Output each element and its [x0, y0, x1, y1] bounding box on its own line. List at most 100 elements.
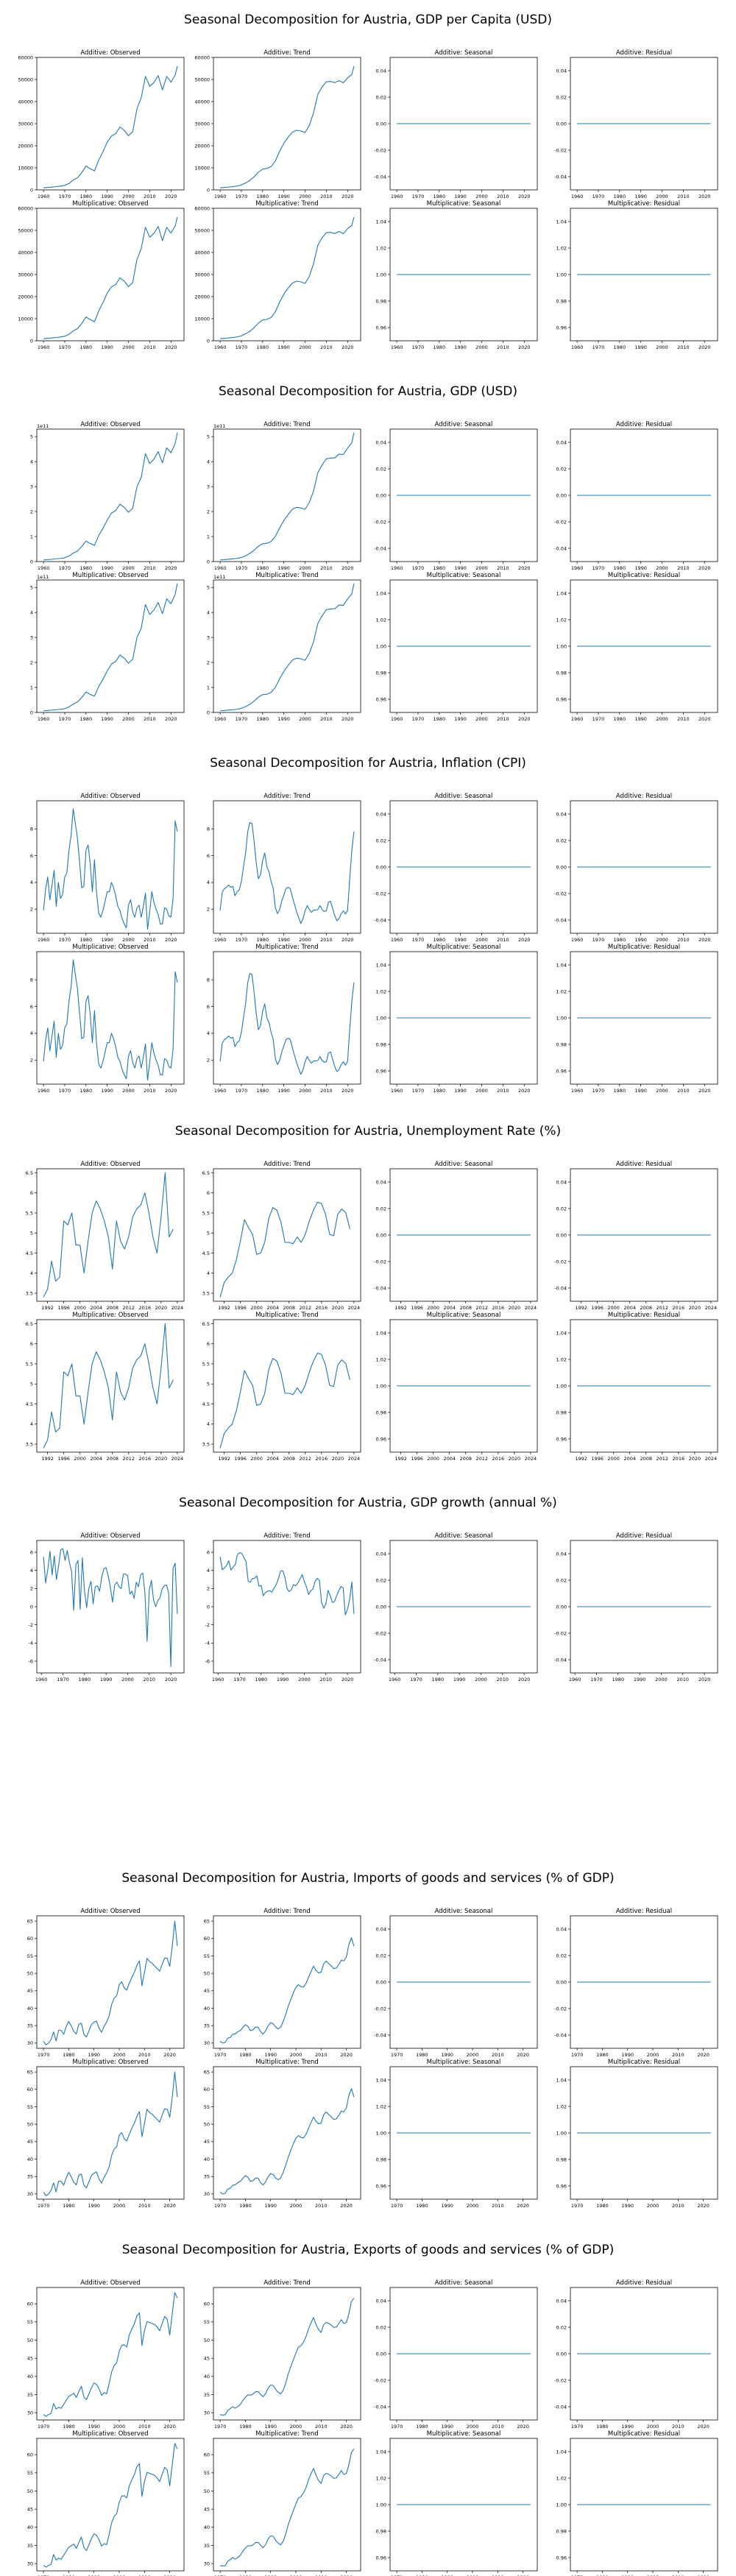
chart-5-panel-1-frame — [213, 1915, 361, 2049]
chart-3-panel-2-ytick-label: -0.02 — [374, 1259, 386, 1264]
chart-3-panel-2-xtick-label: 2020 — [509, 1305, 521, 1311]
chart-1-panel-1-ytick-label: 3 — [207, 484, 210, 489]
chart-4-panel-2-xtick-label: 2000 — [475, 1677, 487, 1682]
chart-0-panel-4-ytick-label: 10000 — [18, 316, 33, 322]
chart-1-panel-4-ytick-label: 0 — [30, 710, 33, 715]
chart-3-panel-1-title: Additive: Trend — [263, 1161, 311, 1168]
chart-0-panel-4-xtick-label: 1980 — [80, 344, 93, 350]
chart-1-panel-3: Additive: Residual 1960 1970 1980 1990 2000 20… — [554, 421, 718, 571]
chart-6-panel-4-xtick-label: 2000 — [113, 2575, 126, 2576]
chart-5-panel-7-xtick-label: 2000 — [647, 2203, 659, 2209]
chart-3-panel-0-xtick-label: 2012 — [123, 1305, 135, 1311]
chart-5-panel-6-xtick-label: 1970 — [391, 2203, 403, 2209]
chart-5-panel-7-xtick-label: 2010 — [672, 2203, 684, 2209]
chart-1-panel-4-xtick-label: 2020 — [165, 716, 177, 722]
chart-0-panel-2-ytick-label: -0.04 — [374, 174, 386, 180]
chart-2-panel-1-ytick-label: 4 — [207, 880, 210, 885]
chart-3-panel-3-title: Additive: Residual — [616, 1161, 672, 1168]
chart-1-panel-0-xtick-label: 2010 — [144, 565, 156, 571]
chart-5-panel-4-xtick-label: 1970 — [38, 2203, 50, 2209]
chart-0-panel-2-ytick-label: 0.00 — [376, 121, 386, 127]
chart-2-panel-0-series-line — [43, 808, 178, 930]
chart-5-panel-2-xtick-label: 2000 — [467, 2052, 479, 2058]
chart-3-panel-6-xtick-label: 2000 — [427, 1456, 439, 1462]
chart-1-panel-7-xtick-label: 1980 — [614, 716, 626, 722]
chart-5-panel-6: Multiplicative: Seasonal 1970 1980 1990 2000… — [376, 2059, 538, 2209]
chart-6-panel-4-ytick-label: 50 — [27, 2488, 33, 2494]
chart-0-panel-0-xtick-label: 2020 — [165, 194, 177, 199]
chart-4-panel-3-ytick-label: 0.04 — [556, 1551, 567, 1557]
chart-1-panel-1-xtick-label: 1980 — [257, 565, 269, 571]
chart-0-panel-6-xtick-label: 1990 — [454, 344, 467, 350]
chart-3-panel-0-title: Additive: Observed — [80, 1161, 140, 1168]
chart-1-panel-2: Additive: Seasonal 1960 1970 1980 1990 2000 20… — [374, 421, 538, 571]
chart-2-panel-3-xtick-label: 2020 — [698, 937, 711, 943]
chart-0-panel-3: Additive: Residual 1960 1970 1980 1990 2000 20… — [554, 49, 718, 199]
chart-5-panel-0-ytick-label: 65 — [27, 1918, 33, 1924]
chart-3-panel-1-xtick-label: 1992 — [218, 1305, 230, 1311]
chart-2-panel-1-series-line — [219, 822, 355, 924]
chart-6-panel-4-xtick-label: 1990 — [88, 2575, 100, 2576]
chart-5-panel-5-ytick-label: 40 — [204, 2156, 210, 2162]
chart-0: Seasonal Decomposition for Austria, GDP … — [18, 13, 718, 350]
chart-6-panel-2: Additive: Seasonal 1970 1980 1990 2000 2010 20… — [374, 2279, 538, 2430]
chart-4-panel-3-ytick-label: -0.02 — [554, 1630, 567, 1636]
chart-1-panel-0-title: Additive: Observed — [80, 421, 140, 428]
chart-5-panel-5-xtick-label: 2000 — [290, 2203, 302, 2209]
chart-6-panel-5-ytick-label: 45 — [204, 2506, 210, 2512]
chart-2-panel-1-xtick-label: 1960 — [214, 937, 227, 943]
chart-0-panel-2-xtick-label: 2000 — [475, 194, 488, 199]
chart-3-panel-2-xtick-label: 2008 — [459, 1305, 472, 1311]
chart-4-panel-0-xtick-label: 2010 — [144, 1677, 156, 1682]
chart-1-panel-6-xtick-label: 1980 — [434, 716, 446, 722]
chart-1-panel-0-ytick-label: 0 — [30, 559, 33, 565]
chart-4-panel-3-xtick-label: 2000 — [655, 1677, 668, 1682]
chart-2-panel-5-xtick-label: 2000 — [299, 1088, 311, 1094]
chart-2-panel-4-xtick-label: 1980 — [80, 1088, 93, 1094]
chart-6-panel-3-xtick-label: 2020 — [697, 2424, 710, 2430]
chart-2-panel-2-xtick-label: 2010 — [497, 937, 509, 943]
chart-6-panel-5-ytick-label: 50 — [204, 2488, 210, 2494]
chart-3-panel-5-frame — [213, 1319, 361, 1453]
chart-1-panel-6-ytick-label: 0.96 — [376, 696, 386, 702]
chart-5-panel-4-ytick-label: 50 — [27, 2121, 33, 2127]
chart-2-panel-3-xtick-label: 1960 — [571, 937, 584, 943]
chart-4-panel-1-ytick-label: -4 — [205, 1641, 210, 1646]
chart-1-panel-0-xtick-label: 2000 — [122, 565, 135, 571]
chart-0-panel-0-title: Additive: Observed — [80, 49, 140, 57]
chart-3-panel-7-xtick-label: 2008 — [640, 1456, 652, 1462]
chart-6-panel-2-xtick-label: 1980 — [416, 2424, 428, 2430]
chart-0-panel-0-xtick-label: 1980 — [80, 194, 93, 199]
chart-5-panel-0-ytick-label: 55 — [27, 1953, 33, 1959]
chart-6-panel-7-xtick-label: 2020 — [697, 2575, 710, 2576]
chart-1-panel-3-ytick-label: -0.02 — [554, 519, 567, 525]
chart-3-panel-3: Additive: Residual 1992 1996 2000 2004 2008 20… — [554, 1161, 718, 1311]
chart-3-panel-5-xtick-label: 1992 — [218, 1456, 230, 1462]
chart-2-panel-7-ytick-label: 0.98 — [556, 1041, 567, 1047]
chart-0-panel-3-xtick-label: 1970 — [592, 194, 605, 199]
chart-6-panel-3-xtick-label: 1990 — [621, 2424, 634, 2430]
chart-0-panel-0-ytick-label: 20000 — [18, 143, 33, 149]
chart-0-panel-3-title: Additive: Residual — [616, 49, 672, 57]
chart-3-panel-7-ytick-label: 1.00 — [556, 1383, 567, 1389]
chart-2-panel-4-xtick-label: 2020 — [165, 1088, 177, 1094]
chart-3-panel-1-ytick-label: 5.5 — [202, 1210, 210, 1216]
chart-6-panel-2-xtick-label: 2000 — [467, 2424, 479, 2430]
chart-4-panel-2-ytick-label: -0.02 — [374, 1630, 386, 1636]
chart-2-panel-7-xtick-label: 2020 — [698, 1088, 711, 1094]
chart-2-panel-1-ytick-label: 6 — [207, 853, 210, 859]
chart-3-panel-2-xtick-label: 2024 — [525, 1305, 537, 1311]
chart-5-panel-0-frame — [36, 1915, 185, 2049]
chart-1-panel-2-xtick-label: 1970 — [412, 565, 425, 571]
chart-0-panel-5-xtick-label: 1980 — [257, 344, 269, 350]
chart-6-panel-2-xtick-label: 2020 — [517, 2424, 529, 2430]
chart-6-panel-0-xtick-label: 1970 — [38, 2424, 50, 2430]
chart-3-panel-1-xtick-label: 2012 — [300, 1305, 312, 1311]
chart-3-panel-5: Multiplicative: Trend 1992 1996 2000 2004 200… — [202, 1312, 361, 1462]
chart-3-panel-3-xtick-label: 2000 — [607, 1305, 620, 1311]
chart-5-panel-6-xtick-label: 1990 — [441, 2203, 453, 2209]
chart-3-panel-4: Multiplicative: Observed 1992 1996 2000 2004… — [26, 1312, 185, 1462]
chart-0-panel-7-xtick-label: 2010 — [677, 344, 690, 350]
chart-6-panel-4-xtick-label: 2010 — [138, 2575, 151, 2576]
chart-5-panel-2-ytick-label: 0.04 — [376, 1926, 386, 1932]
